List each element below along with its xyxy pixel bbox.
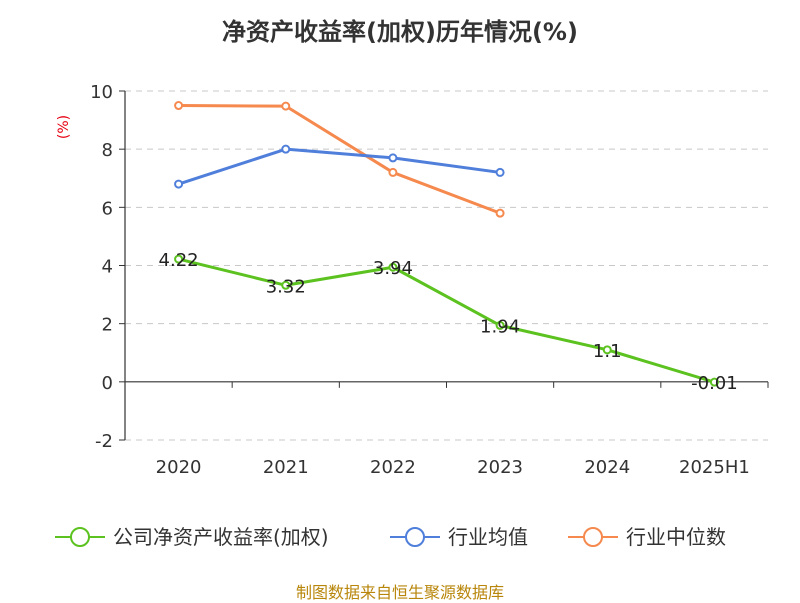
- legend-label: 行业中位数: [626, 525, 726, 549]
- data-point[interactable]: [388, 153, 398, 163]
- data-label: -0.01: [691, 373, 738, 394]
- legend-marker-icon: [405, 527, 425, 547]
- data-label: 4.22: [159, 250, 199, 271]
- legend-label: 公司净资产收益率(加权): [113, 525, 329, 549]
- data-point[interactable]: [281, 101, 291, 111]
- data-point[interactable]: [174, 101, 184, 111]
- series-line: [178, 104, 501, 215]
- data-point[interactable]: [709, 377, 719, 387]
- legend-label: 行业均值: [448, 525, 528, 549]
- data-point[interactable]: [388, 167, 398, 177]
- chart-title: 净资产收益率(加权)历年情况(%): [222, 18, 578, 46]
- y-tick-label: 4: [102, 257, 113, 278]
- data-point[interactable]: [495, 320, 505, 330]
- y-unit-label: (%): [56, 115, 72, 139]
- x-tick-label: 2020: [156, 457, 202, 478]
- legend-marker-icon: [583, 527, 603, 547]
- data-label: 1.1: [593, 341, 622, 362]
- legend-item[interactable]: 行业中位数: [568, 525, 726, 549]
- data-label-layer: 4.22 3.32 3.94 1.94 1.1 -0.01: [159, 250, 738, 394]
- data-label: 3.94: [373, 258, 413, 279]
- data-point[interactable]: [602, 345, 612, 355]
- y-tick-label: -2: [95, 431, 113, 452]
- x-tick-label: 2024: [584, 457, 630, 478]
- y-tick-label: 8: [102, 140, 113, 161]
- data-point[interactable]: [281, 144, 291, 154]
- x-tick-label: 2023: [477, 457, 523, 478]
- legend-item[interactable]: 行业均值: [390, 525, 528, 549]
- source-note: 制图数据来自恒生聚源数据库: [295, 583, 504, 602]
- series-line: [178, 257, 715, 384]
- data-label: 1.94: [480, 316, 520, 337]
- data-label: 3.32: [266, 276, 306, 297]
- legend-item[interactable]: 公司净资产收益率(加权): [55, 525, 329, 549]
- y-tick-label: 0: [102, 373, 113, 394]
- data-point[interactable]: [495, 208, 505, 218]
- data-point[interactable]: [495, 167, 505, 177]
- series-line: [178, 147, 501, 186]
- series-layer: [174, 101, 719, 387]
- y-tick-label: 10: [90, 82, 113, 103]
- data-point[interactable]: [174, 179, 184, 189]
- y-tick-label: 2: [102, 315, 113, 336]
- x-tick-label: 2022: [370, 457, 416, 478]
- x-tick-label: 2021: [263, 457, 309, 478]
- data-point[interactable]: [174, 254, 184, 264]
- x-tick-label: 2025H1: [679, 457, 750, 478]
- data-point[interactable]: [388, 262, 398, 272]
- data-point[interactable]: [281, 280, 291, 290]
- axis-layer: -2 0 2 4 6 8 10 2020 2021 2022 2023 2024 2025H1: [90, 82, 769, 478]
- y-tick-label: 6: [102, 198, 113, 219]
- grid-layer: [125, 90, 768, 441]
- legend[interactable]: 公司净资产收益率(加权) 行业均值 行业中位数: [55, 525, 726, 549]
- legend-marker-icon: [70, 527, 90, 547]
